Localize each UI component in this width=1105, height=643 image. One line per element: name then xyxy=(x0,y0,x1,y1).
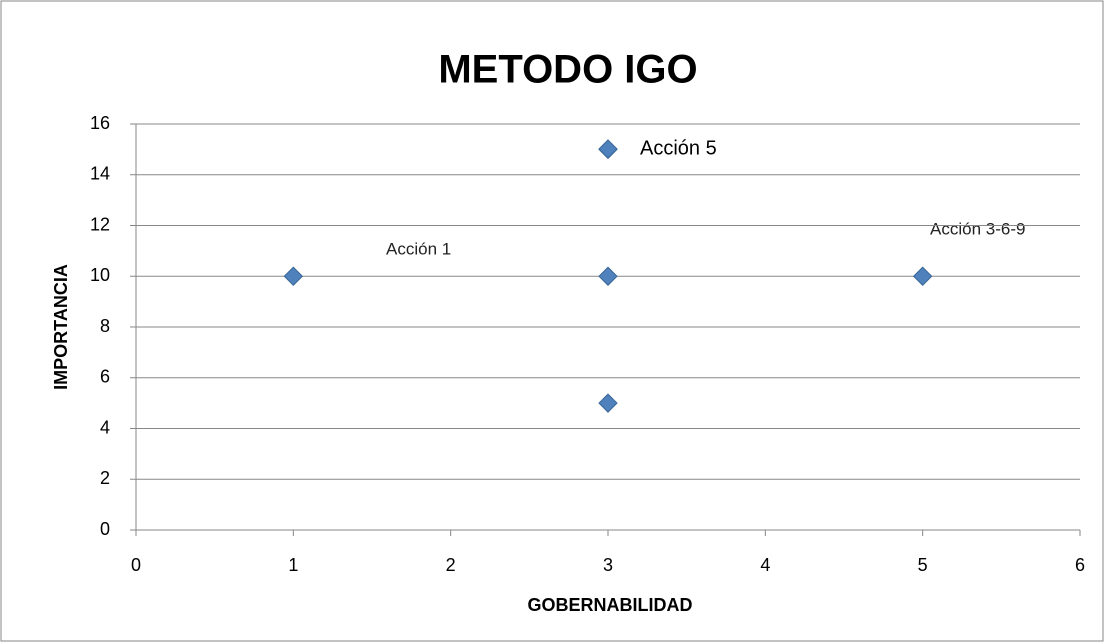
annotation: Acción 3-6-9 xyxy=(930,219,1025,238)
y-axis-label: IMPORTANCIA xyxy=(51,264,71,390)
y-tick-label: 0 xyxy=(100,519,110,539)
y-tick-label: 4 xyxy=(100,417,110,437)
y-tick-label: 12 xyxy=(90,214,110,234)
x-tick-label: 5 xyxy=(918,555,928,575)
y-tick-label: 6 xyxy=(100,367,110,387)
y-tick-label: 2 xyxy=(100,468,110,488)
x-tick-label: 3 xyxy=(603,555,613,575)
y-tick-label: 14 xyxy=(90,164,110,184)
legend-marker xyxy=(598,139,618,159)
annotation: Acción 1 xyxy=(386,239,451,258)
x-tick-label: 1 xyxy=(288,555,298,575)
x-tick-label: 0 xyxy=(131,555,141,575)
point xyxy=(283,266,304,286)
x-axis-label: GOBERNABILIDAD xyxy=(528,595,693,615)
point xyxy=(598,393,618,413)
x-tick-label: 6 xyxy=(1075,555,1085,575)
point xyxy=(912,266,933,286)
y-tick-label: 16 xyxy=(90,113,110,133)
x-tick-label: 2 xyxy=(446,555,456,575)
x-tick-label: 4 xyxy=(760,555,770,575)
legend-label: Acción 5 xyxy=(640,137,717,159)
y-tick-label: 8 xyxy=(100,316,110,336)
chart-title: METODO IGO xyxy=(438,48,697,92)
y-tick-label: 10 xyxy=(90,265,110,285)
point xyxy=(598,266,618,286)
